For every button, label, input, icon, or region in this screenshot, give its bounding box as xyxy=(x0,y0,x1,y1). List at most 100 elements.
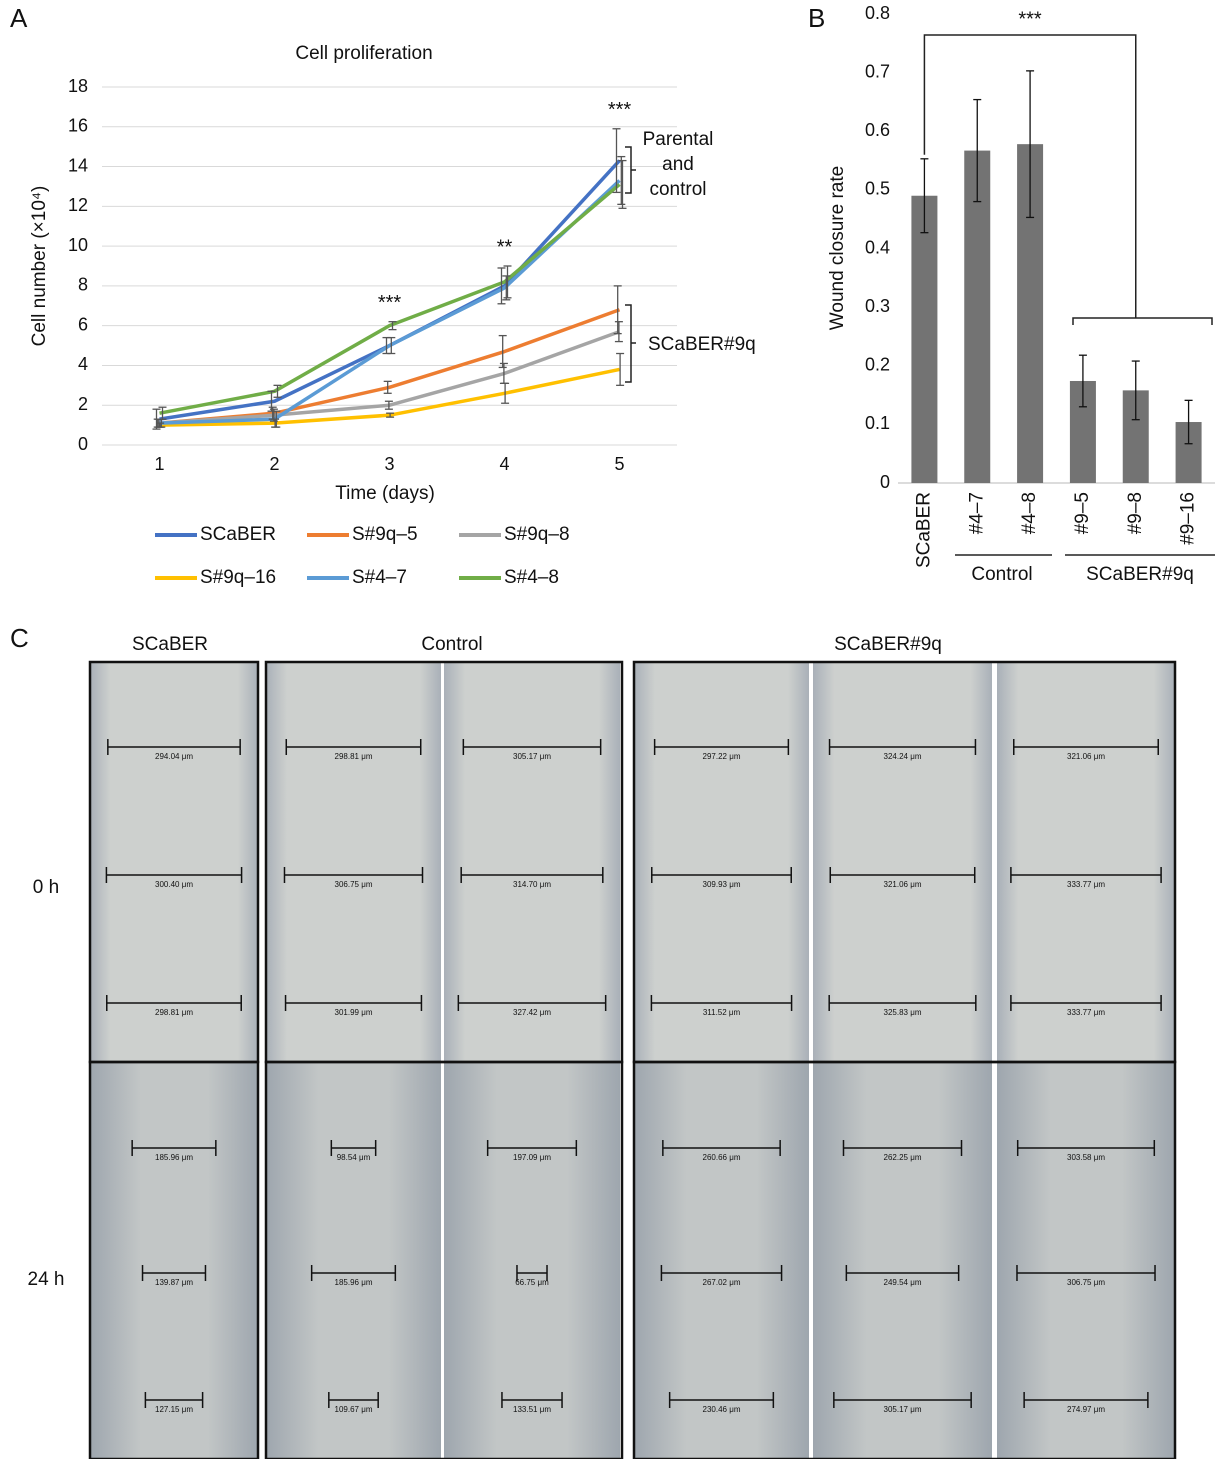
y-tick-label: 0 xyxy=(78,434,88,454)
legend-label: S#9q–5 xyxy=(352,524,418,545)
measurement-line xyxy=(1010,995,1162,1011)
x-tick-label: #4–8 xyxy=(1019,492,1040,534)
measurement-label: 298.81 μm xyxy=(155,1008,193,1017)
micrograph xyxy=(634,662,809,1062)
measurement-line xyxy=(1016,1140,1156,1156)
measurement-label: 327.42 μm xyxy=(513,1008,551,1017)
error-bar xyxy=(501,382,510,404)
bar xyxy=(964,150,991,483)
measurement-label: 333.77 μm xyxy=(1067,1008,1105,1017)
x-tick-label: 1 xyxy=(154,454,164,474)
error-bar xyxy=(386,412,395,418)
error-bar xyxy=(497,267,506,305)
measurement-line xyxy=(462,739,602,755)
error-bar xyxy=(383,380,392,394)
micrograph xyxy=(813,1062,992,1459)
error-bar xyxy=(388,321,397,331)
column-header: SCaBER#9q xyxy=(834,634,942,655)
row-label: 24 h xyxy=(28,1269,65,1290)
error-bar xyxy=(503,265,512,299)
measurement-label: 321.06 μm xyxy=(1067,752,1105,761)
micrograph xyxy=(634,1062,809,1459)
measurement-line xyxy=(330,1140,377,1156)
measurement-line xyxy=(650,995,793,1011)
error-bar xyxy=(498,334,507,369)
group-label: Parental xyxy=(643,129,714,150)
measurement-label: 297.22 μm xyxy=(703,752,741,761)
measurement-label: 185.96 μm xyxy=(335,1278,373,1287)
measurement-line xyxy=(662,1140,781,1156)
micrograph xyxy=(444,1062,620,1459)
measurement-label: 306.75 μm xyxy=(1067,1278,1105,1287)
measurement-label: 98.54 μm xyxy=(337,1153,371,1162)
y-tick-label: 12 xyxy=(68,195,88,215)
significance-stars: *** xyxy=(378,292,402,314)
x-tick-label: 5 xyxy=(614,454,624,474)
measurement-line xyxy=(141,1265,207,1281)
y-tick-label: 18 xyxy=(68,76,88,96)
y-tick-label: 10 xyxy=(68,235,88,255)
column-header: Control xyxy=(421,634,482,655)
panel-label: C xyxy=(10,623,29,653)
group-label: SCaBER#9q xyxy=(1086,564,1194,585)
y-tick-label: 6 xyxy=(78,314,88,334)
legend-label: S#4–7 xyxy=(352,567,407,588)
measurement-label: 303.58 μm xyxy=(1067,1153,1105,1162)
group-label: Control xyxy=(971,564,1032,585)
y-tick-label: 0.1 xyxy=(865,413,890,433)
measurement-label: 66.75 μm xyxy=(515,1278,549,1287)
measurement-label: 139.87 μm xyxy=(155,1278,193,1287)
measurement-label: 185.96 μm xyxy=(155,1153,193,1162)
measurement-line xyxy=(107,739,241,755)
error-bar xyxy=(920,158,929,234)
measurement-label: 305.17 μm xyxy=(884,1405,922,1414)
measurement-label: 311.52 μm xyxy=(703,1008,741,1017)
y-tick-label: 0.5 xyxy=(865,179,890,199)
measurement-line xyxy=(105,867,243,883)
y-tick-label: 0.4 xyxy=(865,237,890,257)
measurement-label: 301.99 μm xyxy=(335,1008,373,1017)
measurement-line xyxy=(660,1265,783,1281)
measurement-label: 333.77 μm xyxy=(1067,880,1105,889)
y-tick-label: 0 xyxy=(880,472,890,492)
x-tick-label: #4–7 xyxy=(966,492,987,534)
row-label: 0 h xyxy=(33,877,59,898)
group-label: control xyxy=(649,179,706,200)
measurement-line xyxy=(131,1140,217,1156)
error-bar xyxy=(617,155,626,205)
measurement-line xyxy=(144,1392,204,1408)
x-tick-label: #9–16 xyxy=(1178,492,1199,545)
group-label: and xyxy=(662,154,694,175)
measurement-label: 197.09 μm xyxy=(513,1153,551,1162)
column-header: SCaBER xyxy=(132,634,208,655)
error-bar xyxy=(616,352,625,386)
measurement-line xyxy=(285,739,422,755)
measurement-label: 133.51 μm xyxy=(513,1405,551,1414)
x-tick-label: SCaBER xyxy=(913,492,934,568)
micrograph xyxy=(90,1062,258,1459)
y-tick-label: 4 xyxy=(78,354,88,374)
y-tick-label: 0.8 xyxy=(865,3,890,23)
measurement-line xyxy=(460,867,604,883)
measurement-line xyxy=(457,995,607,1011)
micrograph xyxy=(813,662,992,1062)
measurement-label: 230.46 μm xyxy=(703,1405,741,1414)
y-tick-label: 0.2 xyxy=(865,355,890,375)
error-bar xyxy=(384,400,393,410)
series-line xyxy=(159,179,621,425)
measurement-label: 314.70 μm xyxy=(513,880,551,889)
measurement-label: 300.40 μm xyxy=(155,880,193,889)
measurement-line xyxy=(845,1265,960,1281)
error-bar xyxy=(618,159,627,209)
y-tick-label: 14 xyxy=(68,155,88,175)
measurement-label: 260.66 μm xyxy=(703,1153,741,1162)
x-tick-label: #9–8 xyxy=(1125,492,1146,534)
y-tick-label: 0.6 xyxy=(865,120,890,140)
measurement-line xyxy=(328,1392,379,1408)
x-tick-label: 3 xyxy=(384,454,394,474)
measurement-label: 306.75 μm xyxy=(335,880,373,889)
x-tick-label: 2 xyxy=(269,454,279,474)
measurement-line xyxy=(829,867,976,883)
micrograph xyxy=(444,662,620,1062)
